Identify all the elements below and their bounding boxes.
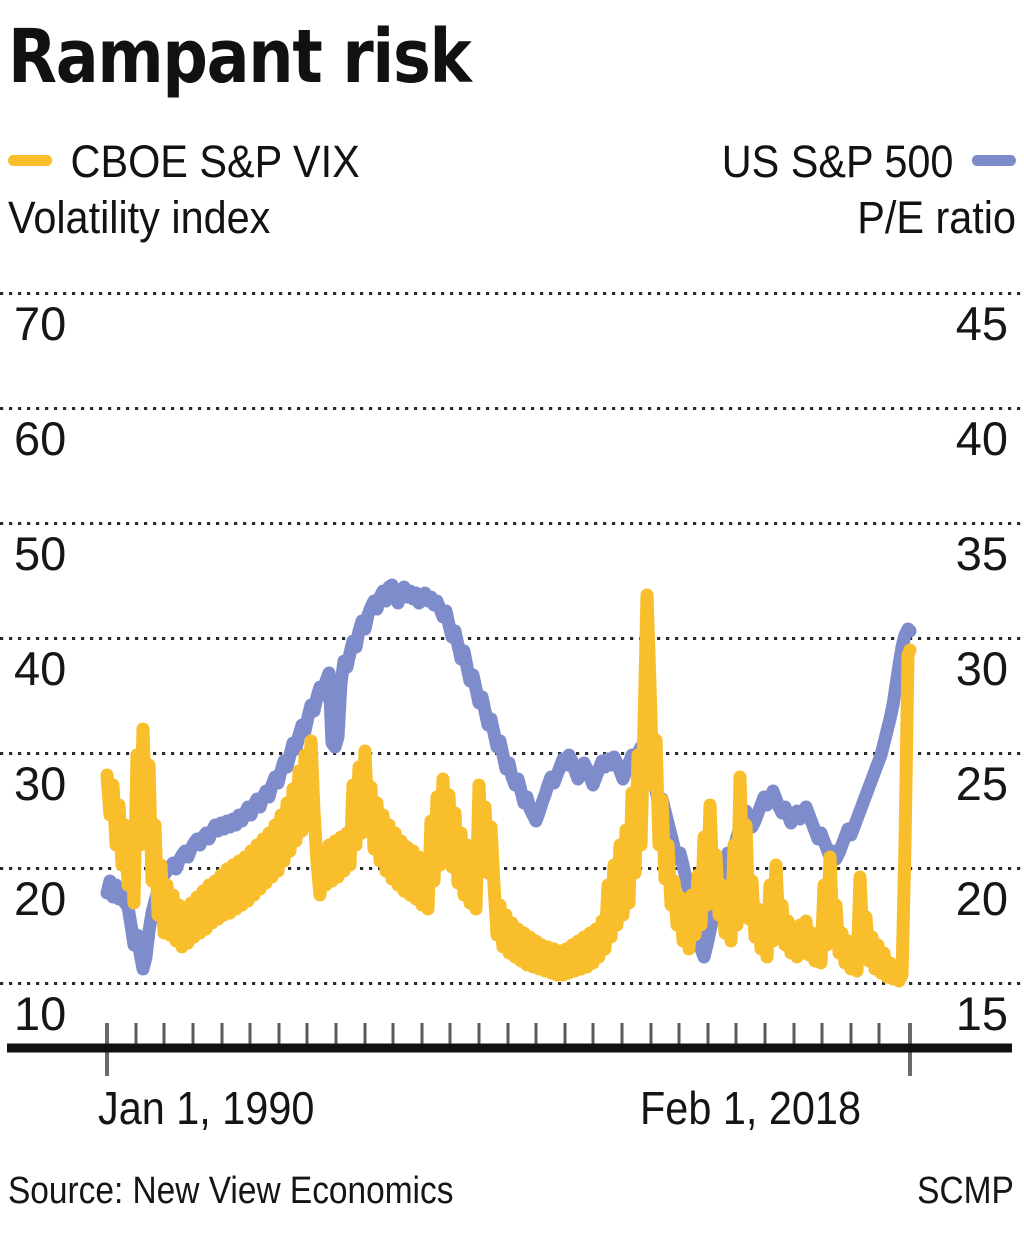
y-axis-right-tick-40: 40 [955, 412, 1008, 465]
x-axis-labels: Jan 1, 1990 Feb 1, 2018 [0, 1082, 1024, 1142]
chart-plot-area [0, 285, 1024, 990]
legend-vix-label1: CBOE S&P VIX [70, 136, 360, 187]
y-axis-right-tick-30: 30 [955, 642, 1008, 695]
legend-pe-label2: P/E ratio [857, 192, 1016, 243]
source-attribution: Source: New View Economics [8, 1170, 454, 1212]
y-axis-left-tick-20: 20 [14, 872, 67, 925]
legend-vix-line1: CBOE S&P VIX [8, 134, 440, 190]
legend-swatch-blue-icon [971, 155, 1016, 166]
page-title: Rampant risk [8, 14, 472, 100]
legend-pe-line1: US S&P 500 [584, 134, 1016, 190]
publisher-credit: SCMP [917, 1170, 1014, 1212]
x-axis-svg [7, 1023, 1012, 1076]
chart-gridlines [0, 292, 1024, 985]
legend-item-pe: US S&P 500 P/E ratio [546, 134, 1016, 246]
x-axis-label-start: Jan 1, 1990 [98, 1082, 315, 1134]
y-axis-left-tick-60: 60 [14, 412, 67, 465]
y-axis-right-tick-20: 20 [955, 872, 1008, 925]
y-axis-left-tick-10: 10 [14, 987, 67, 1040]
series-line-pe-ratio [100, 578, 917, 976]
legend-vix-label2: Volatility index [8, 192, 271, 243]
legend-pe-label1: US S&P 500 [721, 136, 954, 187]
y-axis-right-tick-25: 25 [955, 757, 1008, 810]
y-axis-left-tick-70: 70 [14, 297, 67, 350]
y-axis-right-tick-35: 35 [955, 527, 1008, 580]
y-axis-right-tick-45: 45 [955, 297, 1008, 350]
y-axis-left-tick-40: 40 [14, 642, 67, 695]
legend-item-vix: CBOE S&P VIX Volatility index [8, 134, 478, 246]
legend-swatch-orange-icon [8, 155, 53, 166]
chart-svg [0, 292, 1024, 988]
y-axis-left-tick-50: 50 [14, 527, 67, 580]
y-axis-left-tick-30: 30 [14, 757, 67, 810]
series-line-vix [100, 588, 917, 988]
x-axis-label-end: Feb 1, 2018 [640, 1082, 861, 1134]
x-axis [0, 1008, 1024, 1078]
y-axis-right-tick-15: 15 [955, 987, 1008, 1040]
chart-legend: CBOE S&P VIX Volatility index US S&P 500… [0, 134, 1024, 280]
chart-footer: Source: New View Economics SCMP [0, 1168, 1024, 1228]
